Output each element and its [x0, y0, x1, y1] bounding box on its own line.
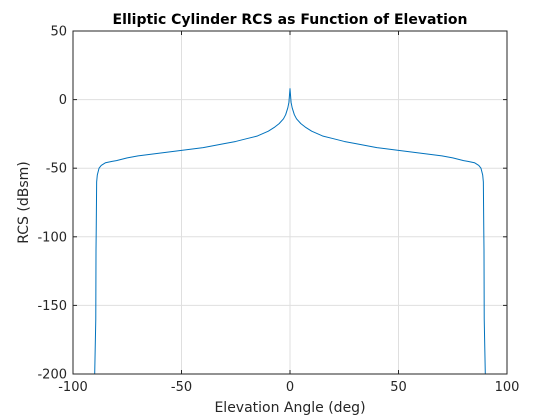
y-tick-label: 0 — [59, 93, 67, 108]
y-tick-label: -150 — [37, 299, 67, 314]
y-tick-label: -50 — [46, 162, 67, 177]
ticks: -100 -50 0 50 100 -200 -150 -100 -50 0 50 — [37, 25, 519, 396]
chart-title: Elliptic Cylinder RCS as Function of Ele… — [113, 12, 468, 28]
x-tick-label: 100 — [495, 380, 520, 395]
x-tick-label: 50 — [390, 380, 407, 395]
rcs-series-line — [94, 88, 486, 375]
y-tick-label: 50 — [50, 25, 67, 40]
x-axis-label: Elevation Angle (deg) — [214, 400, 365, 416]
x-tick-label: -50 — [171, 380, 192, 395]
x-tick-label: -100 — [58, 380, 88, 395]
y-tick-label: -200 — [37, 368, 67, 383]
x-tick-label: 0 — [286, 380, 294, 395]
series-layer — [94, 88, 486, 375]
y-tick-label: -100 — [37, 230, 67, 245]
grid — [73, 31, 507, 374]
y-axis-label: RCS (dBsm) — [16, 161, 32, 244]
